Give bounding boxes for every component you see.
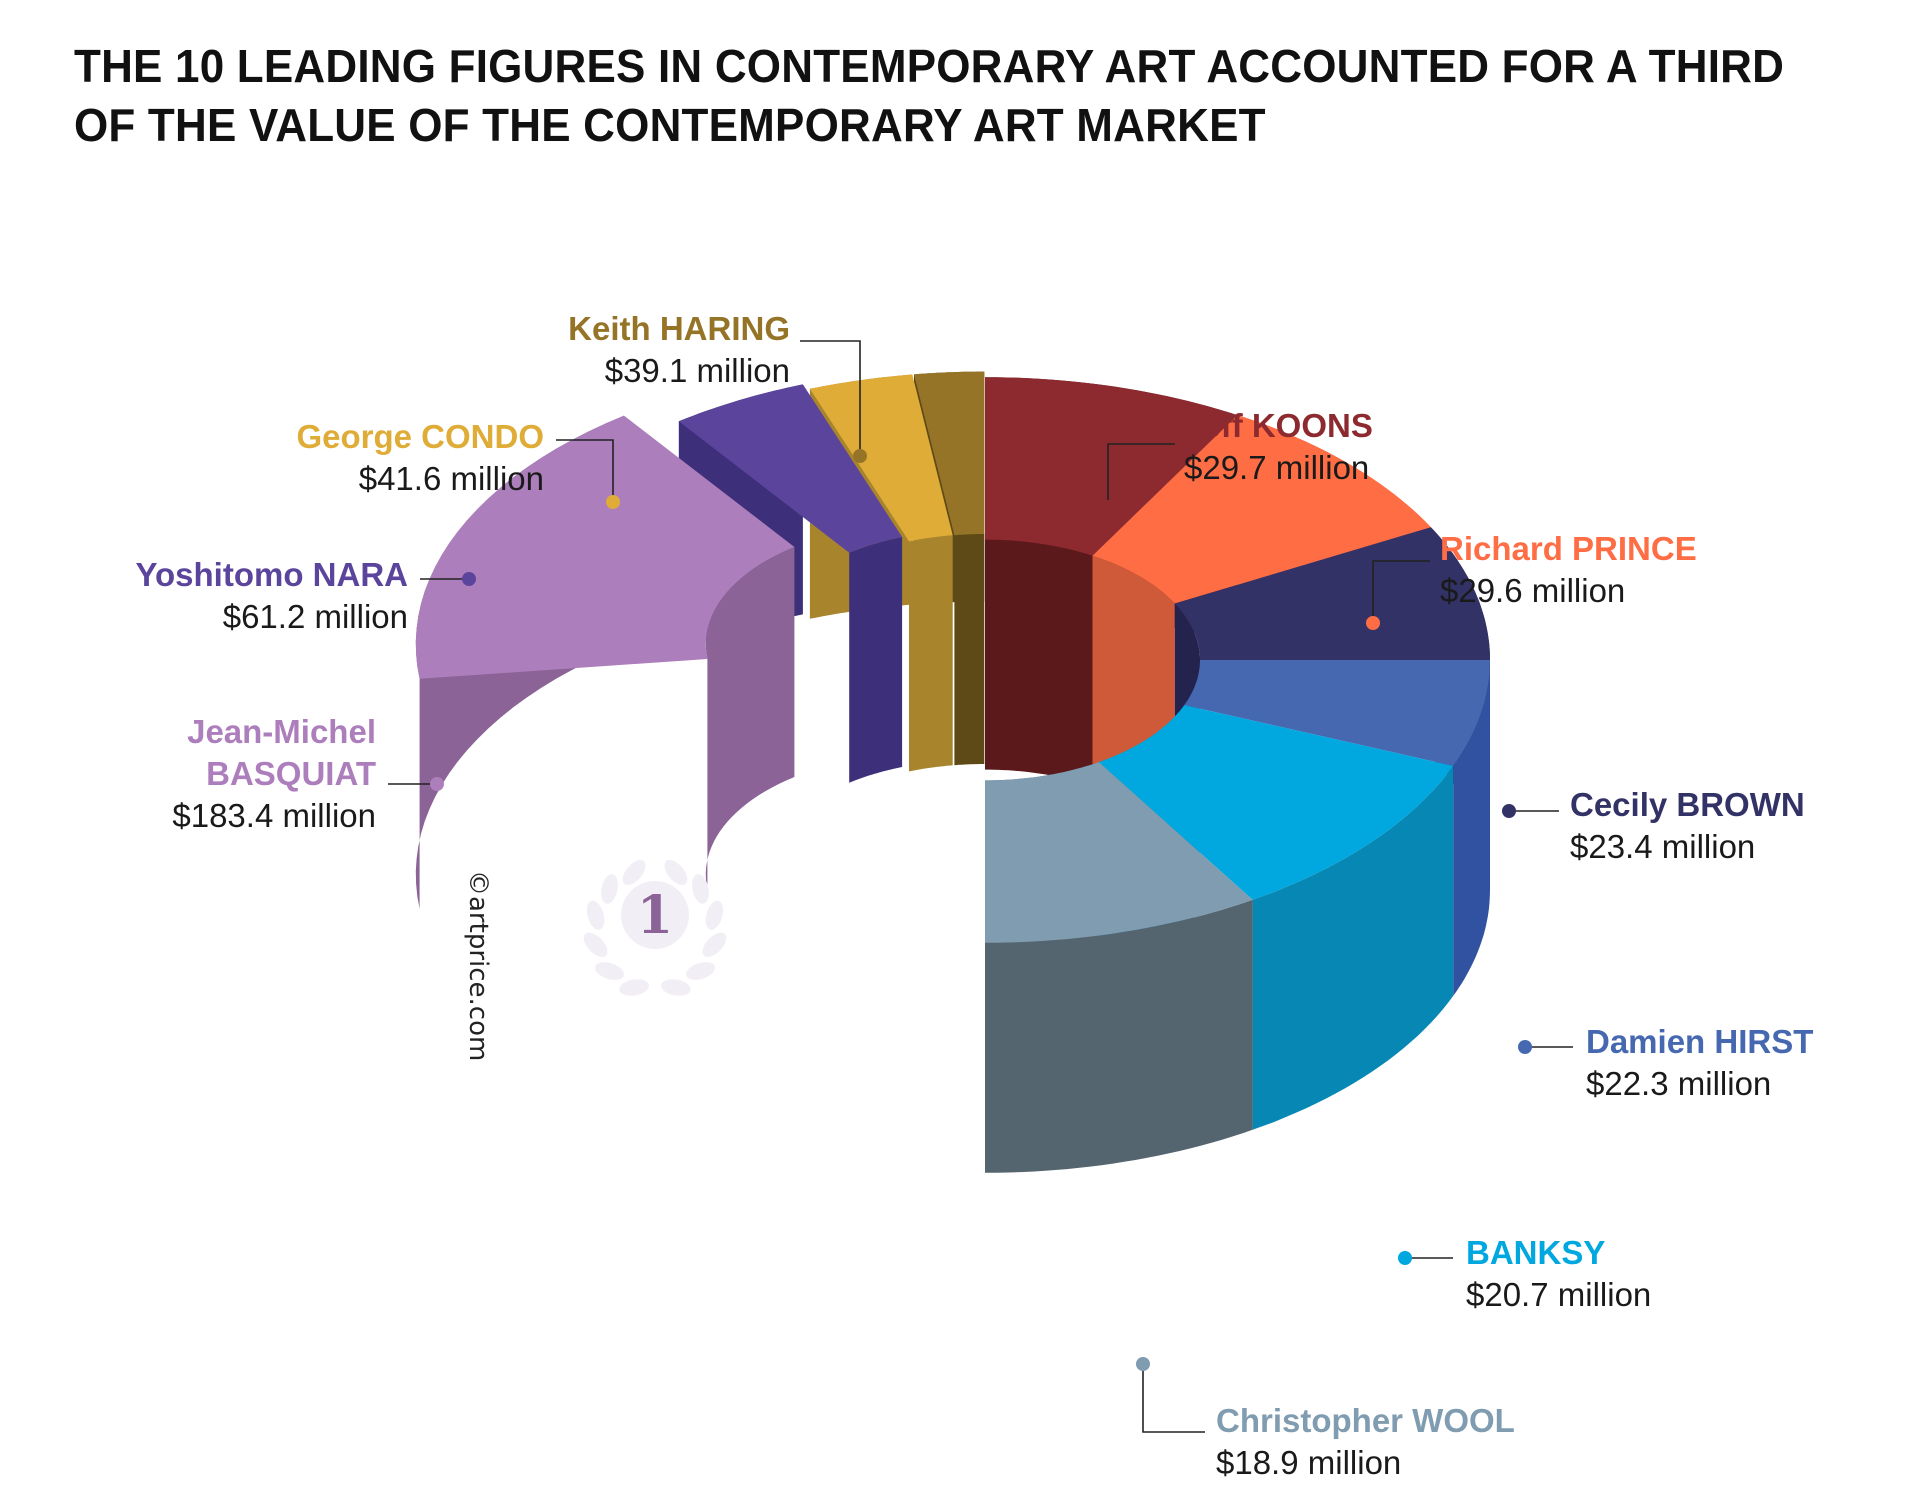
donut-slices (415, 371, 1490, 1173)
slice-labels: Jean-Michel BASQUIAT $183.4 million Yoshito… (135, 310, 1813, 1481)
artist-name: Jean-Michel (187, 713, 376, 750)
artist-value: $29.7 million (1184, 449, 1369, 486)
laurel-leaf (664, 859, 688, 886)
label-jeff-koons: Jeff KOONS $29.7 million (1101, 407, 1373, 514)
slice-outer-wall (985, 899, 1253, 1173)
label-richard-prince: Richard PRINCE $29.6 million (1366, 530, 1697, 630)
artist-name: Cecily BROWN (1570, 786, 1805, 823)
slice-top (914, 371, 985, 536)
slice-top (1092, 415, 1431, 604)
laurel-leaf (601, 874, 618, 904)
slice-jean-michel-basquiat (415, 415, 795, 909)
artist-name: Damien HIRST (1586, 1023, 1813, 1060)
chart-title: THE 10 LEADING FIGURES IN CONTEMPORARY A… (74, 38, 1784, 156)
badge-disc (621, 881, 689, 949)
laurel-leaf (661, 979, 691, 996)
slice-christopher-wool (985, 762, 1253, 1173)
rank-badge: 1 (583, 859, 727, 996)
label-christopher-wool: Christopher WOOL $18.9 million (1136, 1357, 1515, 1481)
artist-value: $61.2 million (223, 598, 408, 635)
artist-name: Richard PRINCE (1440, 530, 1697, 567)
leader-line (1107, 443, 1175, 507)
slice-top (1098, 705, 1454, 900)
label-damien-hirst: Damien HIRST $22.3 million (1518, 1023, 1813, 1102)
artist-value: $18.9 million (1216, 1444, 1401, 1481)
artist-name: Yoshitomo NARA (135, 556, 408, 593)
label-banksy: BANKSY $20.7 million (1398, 1234, 1651, 1313)
artist-name: BASQUIAT (206, 755, 376, 792)
leader-line (1142, 1364, 1205, 1433)
leader-dot (1502, 804, 1516, 818)
laurel-leaf (692, 874, 709, 904)
label-george-condo: George CONDO $41.6 million (296, 418, 620, 509)
artist-value: $41.6 million (359, 460, 544, 497)
slice-outer-wall (1252, 765, 1454, 1130)
artist-value: $20.7 million (1466, 1276, 1651, 1313)
slice-top (985, 377, 1238, 556)
artist-value: $22.3 million (1586, 1065, 1771, 1102)
laurel-leaf (586, 900, 605, 930)
slice-top (985, 762, 1253, 943)
label-keith-haring: Keith HARING $39.1 million (568, 310, 867, 463)
leader-dot (1136, 1357, 1150, 1371)
label-jean-michel-basquiat: Jean-Michel BASQUIAT $183.4 million (172, 713, 444, 834)
leader-line (1372, 560, 1430, 623)
artist-name: Jeff KOONS (1184, 407, 1373, 444)
label-cecily-brown: Cecily BROWN $23.4 million (1502, 786, 1805, 865)
laurel-leaf (686, 962, 715, 980)
laurel-leaf (595, 962, 624, 980)
slice-top (1184, 660, 1490, 766)
leader-dot (1101, 500, 1115, 514)
artist-name: George CONDO (296, 418, 544, 455)
laurel-leaf (622, 859, 646, 886)
slice-top (678, 384, 903, 553)
slice-inner-wall (849, 537, 903, 783)
slice-top (809, 374, 953, 542)
artist-value: $23.4 million (1570, 828, 1755, 865)
leader-line (800, 340, 861, 456)
laurel-leaf (705, 900, 724, 930)
artist-value: $183.4 million (172, 797, 376, 834)
laurel-leaf (702, 932, 727, 957)
chart-title-line-2: OF THE VALUE OF THE CONTEMPORARY ART MAR… (74, 99, 1266, 152)
slice-top (415, 415, 795, 679)
leader-dot (430, 777, 444, 791)
laurel-leaf (583, 932, 608, 957)
leader-dot (606, 495, 620, 509)
leader-dot (1398, 1251, 1412, 1265)
artist-name: Christopher WOOL (1216, 1402, 1515, 1439)
leader-dot (853, 449, 867, 463)
chart-title-line-1: THE 10 LEADING FIGURES IN CONTEMPORARY A… (74, 41, 1785, 93)
leader-line (556, 439, 614, 502)
label-yoshitomo-nara: Yoshitomo NARA $61.2 million (135, 556, 476, 635)
leader-dot (462, 572, 476, 586)
slice-inner-wall (705, 547, 795, 889)
slice-inner-wall (909, 535, 953, 772)
laurel-leaf (619, 979, 649, 996)
artist-value: $29.6 million (1440, 572, 1625, 609)
badge-rank: 1 (637, 885, 673, 946)
leader-dot (1518, 1040, 1532, 1054)
artist-value: $39.1 million (605, 352, 790, 389)
copyright-credit: ©artprice.com (463, 870, 493, 1061)
leader-dot (1366, 616, 1380, 630)
artist-name: BANKSY (1466, 1234, 1605, 1271)
artist-name: Keith HARING (568, 310, 790, 347)
slice-outer-wall (1453, 660, 1490, 996)
